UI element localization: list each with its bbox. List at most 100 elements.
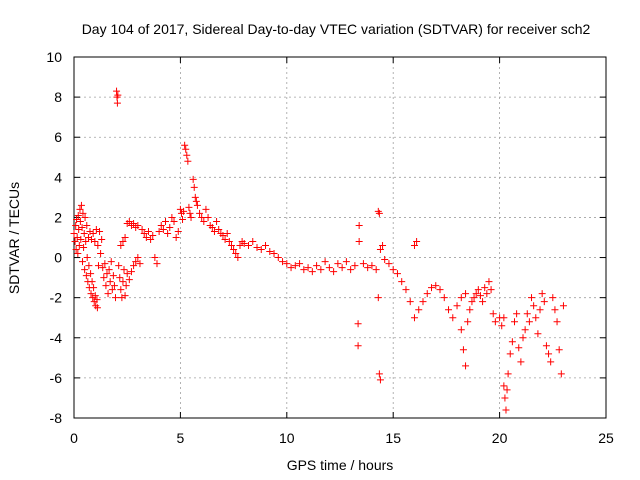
data-point xyxy=(230,246,238,254)
data-point xyxy=(559,302,567,310)
data-point xyxy=(168,213,176,221)
y-tick-label: 2 xyxy=(54,209,62,225)
data-point xyxy=(102,282,110,290)
data-point xyxy=(274,254,282,262)
data-point xyxy=(179,215,187,223)
data-point xyxy=(321,258,329,266)
data-point xyxy=(77,236,85,244)
grid-lines xyxy=(74,57,606,418)
data-point xyxy=(73,234,81,241)
data-point xyxy=(75,242,83,250)
data-point xyxy=(89,229,97,237)
y-tick-label: 0 xyxy=(54,250,62,266)
data-point xyxy=(110,282,118,290)
data-point xyxy=(502,406,510,414)
data-point xyxy=(93,304,101,312)
chart-title: Day 104 of 2017, Sidereal Day-to-day VTE… xyxy=(82,21,591,37)
data-point xyxy=(142,234,150,241)
data-point xyxy=(457,294,465,302)
data-point xyxy=(80,244,88,252)
data-point xyxy=(398,278,406,286)
data-point xyxy=(244,242,252,250)
data-point xyxy=(159,225,167,233)
data-point xyxy=(510,318,518,326)
data-point xyxy=(385,260,393,268)
data-point xyxy=(193,201,201,209)
data-point xyxy=(402,286,410,294)
data-point xyxy=(91,238,99,246)
data-point xyxy=(122,282,130,290)
y-tick-label: 10 xyxy=(46,49,62,65)
data-point xyxy=(287,264,295,272)
data-point xyxy=(113,87,121,95)
y-tick-label: 6 xyxy=(54,129,62,145)
data-point xyxy=(182,145,190,153)
y-tick-label: -8 xyxy=(50,410,63,426)
data-point xyxy=(551,306,559,314)
data-point xyxy=(504,370,512,378)
data-point xyxy=(354,320,362,328)
data-point xyxy=(291,262,299,270)
data-point xyxy=(223,229,231,237)
data-point xyxy=(521,326,529,334)
data-point xyxy=(108,286,116,294)
data-point xyxy=(466,306,474,314)
data-point xyxy=(472,290,480,298)
data-point xyxy=(94,242,102,250)
data-point xyxy=(157,221,165,229)
data-point xyxy=(449,314,457,322)
data-point xyxy=(100,274,108,282)
data-point xyxy=(149,231,157,239)
data-point xyxy=(74,250,82,258)
x-tick-label: 5 xyxy=(177,430,185,446)
data-point xyxy=(130,262,138,270)
data-point xyxy=(76,217,84,225)
data-point xyxy=(90,284,98,292)
data-point xyxy=(136,260,144,268)
data-point xyxy=(415,306,423,314)
data-point xyxy=(210,227,218,235)
data-point xyxy=(73,215,81,223)
data-point xyxy=(138,225,146,233)
data-point xyxy=(71,238,79,246)
data-point xyxy=(119,278,127,286)
data-point xyxy=(196,209,204,217)
data-point xyxy=(432,282,440,290)
data-point xyxy=(453,302,461,310)
data-point xyxy=(468,298,476,306)
data-point xyxy=(491,318,499,326)
data-point xyxy=(423,290,431,298)
x-tick-label: 25 xyxy=(598,430,614,446)
data-point xyxy=(270,250,278,258)
data-point xyxy=(115,262,123,270)
data-point xyxy=(234,254,242,262)
data-point xyxy=(547,358,555,366)
data-point xyxy=(147,236,155,244)
data-point xyxy=(479,298,487,306)
data-point xyxy=(204,213,212,221)
data-point xyxy=(191,193,199,201)
data-point xyxy=(215,225,223,233)
data-point xyxy=(104,290,112,298)
data-point xyxy=(375,209,383,217)
data-point xyxy=(406,298,414,306)
data-point xyxy=(342,258,350,266)
x-tick-label: 15 xyxy=(385,430,401,446)
data-point xyxy=(364,264,372,272)
y-tick-label: -2 xyxy=(50,290,63,306)
data-point xyxy=(308,268,316,276)
data-point xyxy=(119,238,127,246)
data-point xyxy=(83,254,91,262)
data-point xyxy=(440,294,448,302)
data-point xyxy=(313,262,321,270)
data-point xyxy=(83,221,91,229)
data-point xyxy=(457,326,465,334)
data-point xyxy=(334,260,342,268)
data-point xyxy=(300,266,308,274)
data-point xyxy=(355,238,363,246)
data-point xyxy=(532,314,540,322)
data-point xyxy=(534,330,542,338)
data-point xyxy=(557,370,565,378)
data-point xyxy=(489,310,497,318)
